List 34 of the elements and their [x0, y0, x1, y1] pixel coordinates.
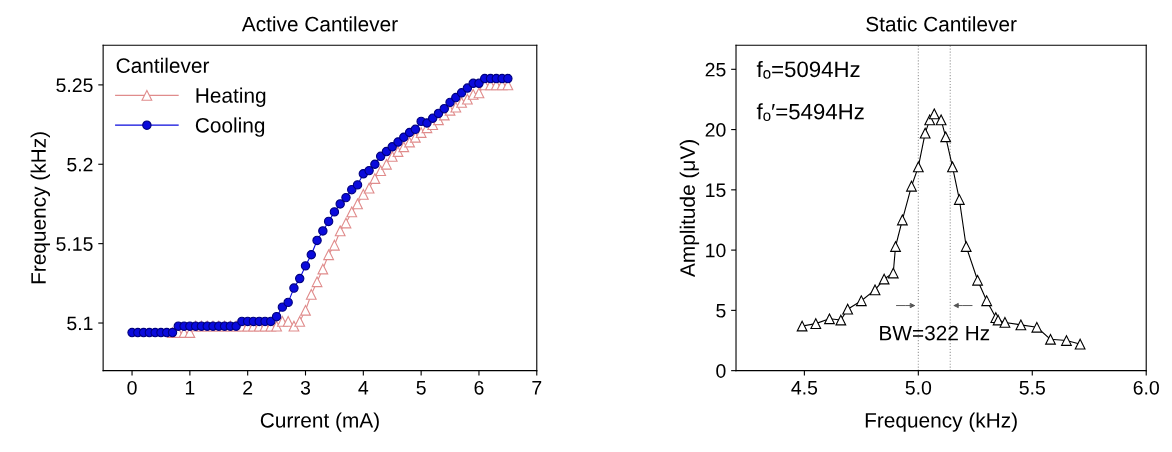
x-tick-label: 4 [358, 381, 369, 395]
x-tick-label: 5 [416, 381, 426, 395]
y-tick-label: 5.1 [67, 316, 93, 331]
chart-title: Static Cantilever [866, 16, 1017, 32]
x-tick-label: 5.0 [905, 380, 932, 395]
x-axis-title: Current (mA) [260, 412, 379, 432]
legend-title: Cantilever [116, 57, 210, 73]
x-tick-label: 5.5 [1019, 381, 1045, 395]
x-tick-label: 6.0 [1133, 380, 1159, 395]
annotation: BW=322 Hz [880, 325, 990, 341]
x-axis-title: Frequency (kHz) [865, 412, 1017, 432]
x-tick-label: 4.5 [791, 381, 818, 395]
x-tick-label: 1 [185, 381, 195, 395]
y-axis-title: Frequency (kHz) [30, 132, 51, 284]
annotation: fₒ′=5494Hz [756, 103, 864, 122]
y-tick-label: 5.15 [56, 237, 93, 251]
x-tick-label: 2 [243, 380, 253, 395]
x-tick-label: 6 [474, 380, 484, 395]
y-tick-label: 20 [705, 123, 726, 137]
legend-label: Cooling [195, 117, 265, 137]
annotation: fₒ=5094Hz [756, 60, 860, 79]
y-tick-label: 0 [716, 364, 726, 378]
y-tick-label: 15 [706, 183, 726, 198]
y-tick-label: 5.2 [67, 157, 93, 172]
y-tick-label: 10 [706, 243, 726, 258]
legend-label: Heating [196, 87, 266, 107]
y-tick-label: 5 [716, 304, 726, 318]
x-tick-label: 0 [127, 380, 137, 395]
y-axis-title: Amplitude (μV) [679, 140, 700, 277]
x-tick-label: 3 [300, 380, 311, 395]
y-tick-label: 25 [705, 62, 726, 77]
chart-title: Active Cantilever [241, 16, 398, 32]
x-tick-label: 7 [532, 381, 542, 395]
y-tick-label: 5.25 [56, 78, 93, 93]
